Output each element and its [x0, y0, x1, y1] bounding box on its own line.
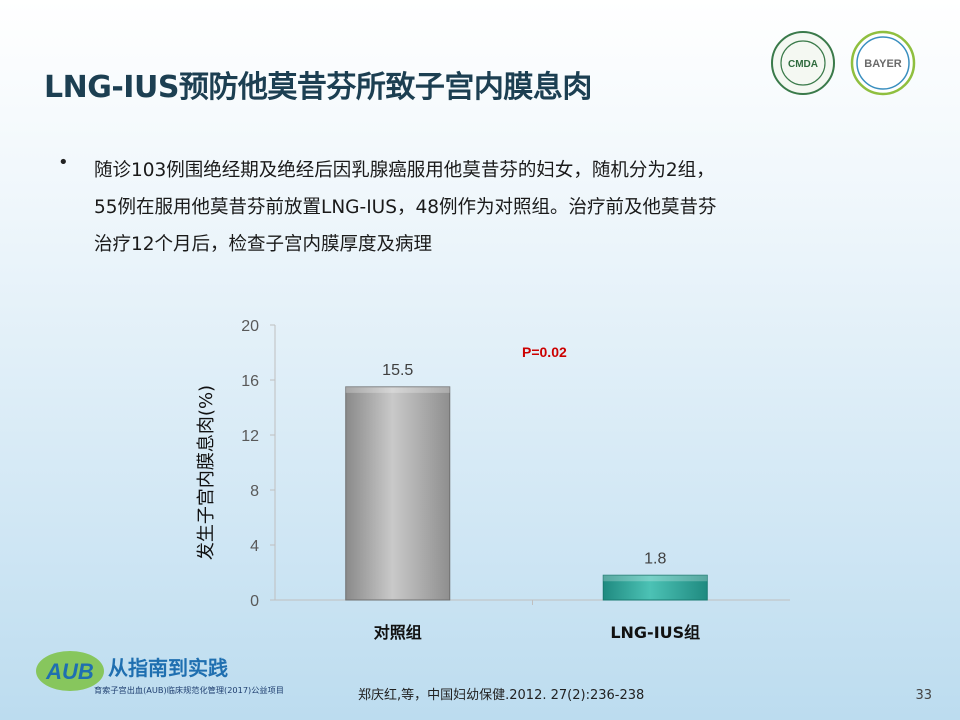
- aub-program-logo: AUB 从指南到实践 育索子宫出血(AUB)临床规范化管理(2017)公益项目: [36, 651, 284, 695]
- bar-value-label: 15.5: [382, 362, 413, 379]
- bullet-point: • 随诊103例围绝经期及绝经后因乳腺癌服用他莫昔芬的妇女，随机分为2组， 55…: [58, 152, 908, 263]
- y-tick-label: 20: [241, 318, 259, 335]
- bayer-logo-text: BAYER: [864, 58, 902, 70]
- bullet-line: 55例在服用他莫昔芬前放置LNG-IUS，48例作为对照组。治疗前及他莫昔芬: [94, 197, 717, 218]
- bar: [345, 386, 451, 601]
- bar-highlight: [603, 575, 708, 582]
- citation: 郑庆红,等，中国妇幼保健.2012. 27(2):236-238: [358, 688, 645, 703]
- p-value-annotation: P=0.02: [522, 344, 567, 360]
- chart-labels: 15.5 对照组 1.8 LNG-IUS组: [374, 362, 700, 642]
- cmda-logo: CMDA: [771, 31, 835, 95]
- bar-chart: 0 4 8 12 16 20 15.5 对照组 1.8 LNG-IUS组 发生子宫内膜息肉(%)…: [196, 318, 790, 642]
- y-tick-label: 8: [250, 483, 259, 500]
- category-label: LNG-IUS组: [610, 623, 700, 642]
- y-tick-label: 16: [241, 373, 259, 390]
- bullet-line: 治疗12个月后，检查子宫内膜厚度及病理: [94, 234, 433, 255]
- bar-value-label: 1.8: [644, 550, 666, 567]
- bullet-icon: •: [58, 152, 69, 173]
- y-tick-label: 0: [250, 593, 259, 610]
- category-label: 对照组: [374, 623, 422, 642]
- bar: [602, 574, 708, 601]
- y-tick-label: 4: [250, 538, 259, 555]
- aub-logo-subtitle: 育索子宫出血(AUB)临床规范化管理(2017)公益项目: [94, 685, 284, 695]
- bayer-logo: BAYER: [850, 30, 916, 96]
- aub-logo-title: 从指南到实践: [108, 656, 228, 680]
- chart-axes: 0 4 8 12 16 20: [241, 318, 790, 610]
- bullet-text: 随诊103例围绝经期及绝经后因乳腺癌服用他莫昔芬的妇女，随机分为2组， 55例在…: [94, 152, 908, 263]
- chart-bars: [345, 386, 708, 601]
- bar-highlight: [345, 386, 450, 393]
- bullet-line: 随诊103例围绝经期及绝经后因乳腺癌服用他莫昔芬的妇女，随机分为2组，: [94, 160, 715, 181]
- y-tick-label: 12: [241, 428, 259, 445]
- cmda-logo-text: CMDA: [788, 59, 818, 70]
- slide-title: LNG-IUS预防他莫昔芬所致子宫内膜息肉: [44, 70, 592, 105]
- y-axis-title: 发生子宫内膜息肉(%): [196, 385, 217, 560]
- header-logos: CMDA BAYER: [770, 30, 916, 96]
- aub-logo-text: AUB: [45, 659, 94, 684]
- page-number: 33: [915, 688, 932, 703]
